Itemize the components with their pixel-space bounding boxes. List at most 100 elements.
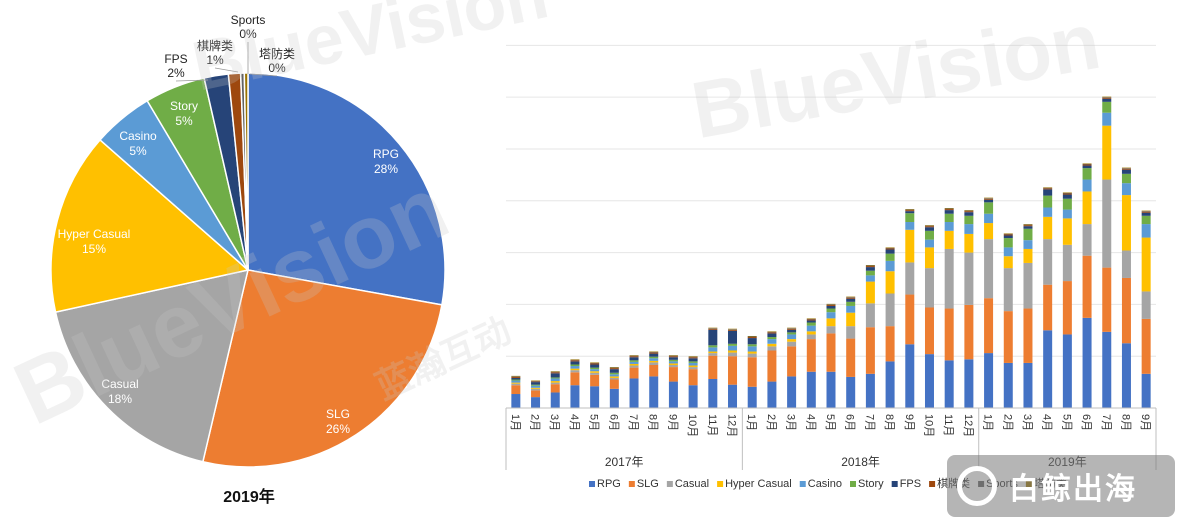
pie-slice-pct: 5%	[175, 114, 193, 128]
bar-segment	[964, 224, 974, 234]
pie-slice-pct: 26%	[326, 422, 350, 436]
bar-segment	[984, 213, 994, 224]
bar-segment	[1102, 331, 1112, 408]
bar-segment	[550, 371, 560, 372]
bar-segment	[629, 360, 639, 362]
pie-slice-label: Casino	[119, 129, 157, 143]
year-label: 2017年	[605, 455, 644, 469]
bar-segment	[964, 212, 974, 216]
bar-segment	[826, 312, 836, 319]
year-label: 2018年	[841, 455, 880, 469]
bar-segment	[728, 384, 738, 408]
x-tick-label: 5月	[824, 414, 836, 431]
bar-segment	[570, 368, 580, 371]
bar-segment	[649, 360, 659, 363]
bar-segment	[531, 381, 541, 382]
bar-segment	[1082, 255, 1092, 318]
bar-segment	[1062, 218, 1072, 245]
bar-segment	[1003, 234, 1013, 236]
bar-segment	[905, 209, 915, 211]
bar-segment	[531, 384, 541, 386]
bar-segment	[826, 304, 836, 305]
bar-segment	[865, 327, 875, 374]
bar-segment	[629, 361, 639, 364]
bar-segment	[1082, 164, 1092, 166]
bar-segment	[944, 248, 954, 309]
bar-segment	[767, 350, 777, 382]
bar-segment	[1102, 98, 1112, 102]
x-tick-label: 9月	[903, 414, 915, 431]
pie-caption: 2019年	[223, 487, 275, 506]
pie-slice-label: SLG	[326, 407, 350, 421]
bar-segment	[944, 210, 954, 214]
bar-segment	[609, 372, 619, 375]
bar-segment	[905, 294, 915, 345]
bar-segment	[1141, 318, 1151, 374]
pie-slice-pct: 15%	[82, 242, 106, 256]
bar-segment	[531, 397, 541, 408]
bar-segment	[590, 374, 600, 387]
bar-segment	[787, 332, 797, 335]
bar-segment	[511, 376, 521, 377]
bar-segment	[570, 359, 580, 360]
bar-segment	[1102, 267, 1112, 332]
bar-segment	[1003, 233, 1013, 235]
bar-segment	[787, 327, 797, 329]
bar-segment	[708, 355, 718, 379]
bar-segment	[570, 361, 580, 365]
bar-segment	[688, 356, 698, 357]
x-tick-label: 3月	[785, 414, 797, 431]
x-tick-label: 7月	[863, 414, 875, 431]
bar-segment	[1043, 207, 1053, 217]
legend-label: SLG	[637, 478, 659, 490]
pie-slice-pct: 1%	[206, 53, 224, 67]
bar-segment	[787, 339, 797, 342]
bar-segment	[806, 322, 816, 326]
bar-segment	[885, 293, 895, 327]
bar-segment	[708, 347, 718, 352]
bar-segment	[944, 222, 954, 231]
bar-segment	[1082, 179, 1092, 192]
bar-segment	[1023, 225, 1033, 227]
bar-segment	[708, 328, 718, 330]
pie-slice-pct: 5%	[129, 144, 147, 158]
bar-segment	[944, 230, 954, 249]
x-tick-label: 11月	[942, 414, 954, 436]
bar-segment	[806, 325, 816, 332]
bar-segment	[1082, 224, 1092, 256]
bar-segment	[1082, 165, 1092, 169]
bar-segment	[668, 361, 678, 364]
bar-segment	[1121, 168, 1131, 169]
bar-segment	[865, 266, 875, 268]
legend-label: RPG	[597, 478, 621, 490]
legend-label: Hyper Casual	[725, 478, 792, 490]
bar-segment	[1141, 291, 1151, 319]
bar-segment	[767, 332, 777, 334]
pie-slice	[54, 269, 250, 463]
bar-segment	[728, 330, 738, 344]
bar-segment	[728, 356, 738, 385]
bar-segment	[1121, 169, 1131, 174]
bar-segment	[1062, 334, 1072, 408]
bar-segment	[767, 339, 777, 344]
pie-slice-label: 塔防类	[259, 46, 295, 61]
pie-slice	[247, 72, 446, 306]
bar-segment	[1023, 248, 1033, 263]
bar-segment	[1003, 238, 1013, 248]
bar-segment	[1003, 247, 1013, 257]
bar-segment	[1043, 330, 1053, 408]
bar-segment	[708, 351, 718, 354]
x-tick-label: 2月	[529, 414, 541, 431]
x-tick-label: 5月	[1060, 414, 1072, 431]
bar-segment	[964, 252, 974, 305]
bar-segment	[511, 379, 521, 381]
bar-segment	[747, 386, 757, 408]
bar-segment	[846, 301, 856, 306]
bar-segment	[826, 305, 836, 309]
bar-segment	[531, 382, 541, 385]
bar-segment	[787, 329, 797, 333]
bar-segment	[846, 297, 856, 298]
bar-segment	[1141, 211, 1151, 212]
pie-slice	[201, 269, 443, 468]
